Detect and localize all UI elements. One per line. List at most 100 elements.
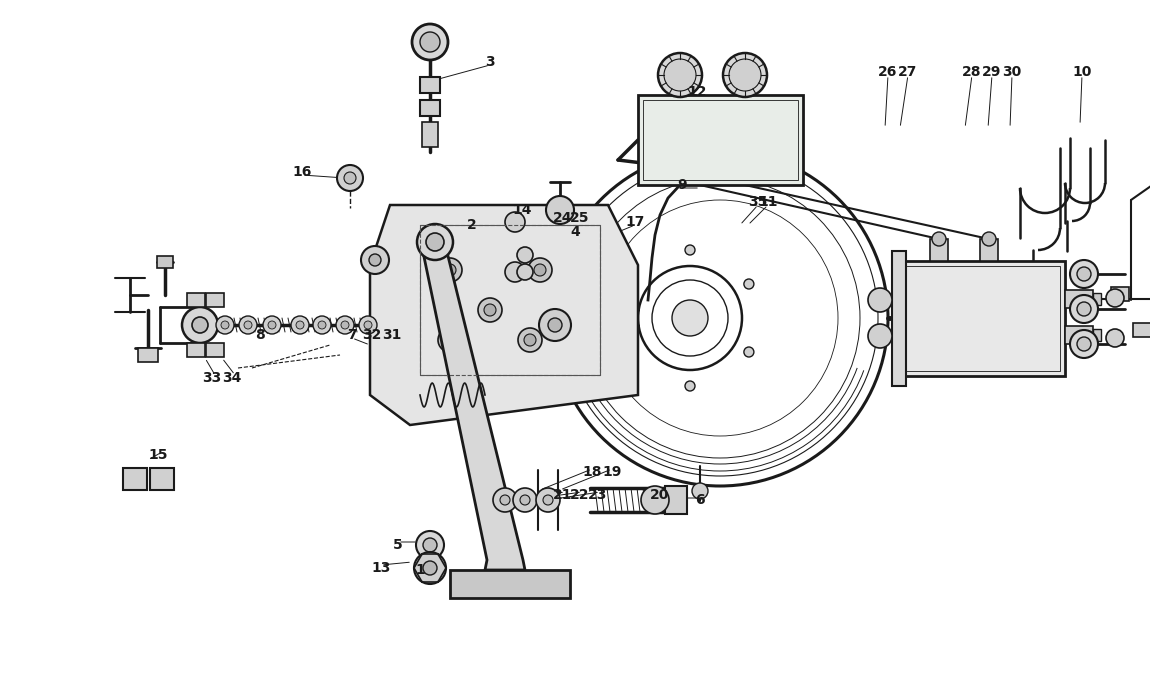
Circle shape [239,316,256,334]
Circle shape [1070,260,1098,288]
Circle shape [546,196,574,224]
Circle shape [313,316,331,334]
Circle shape [672,300,708,336]
Bar [150,468,174,490]
Bar [1111,287,1129,301]
Circle shape [528,258,552,282]
Circle shape [412,24,448,60]
Text: 23: 23 [589,488,607,502]
Text: 2: 2 [467,218,477,232]
Bar [900,261,1065,376]
Text: 6: 6 [696,493,705,507]
Circle shape [337,165,363,191]
Bar [420,100,440,116]
Circle shape [1078,337,1091,351]
Circle shape [319,321,325,329]
Bar [665,486,687,514]
Circle shape [1070,330,1098,358]
Text: 27: 27 [898,65,918,79]
Circle shape [416,531,444,559]
Text: 21: 21 [553,488,573,502]
Bar [420,225,600,375]
Bar [708,120,733,150]
Bar [158,256,172,268]
Bar [1065,290,1092,308]
Circle shape [344,172,356,184]
Circle shape [438,258,462,282]
Text: 24: 24 [553,211,573,225]
Circle shape [868,324,892,348]
Bar [905,266,1060,371]
Circle shape [221,321,229,329]
Circle shape [1078,267,1091,281]
Circle shape [361,246,389,274]
Circle shape [692,483,708,499]
Circle shape [685,381,695,391]
Circle shape [513,488,537,512]
Text: 29: 29 [982,65,1002,79]
Bar [187,293,205,307]
Text: 25: 25 [570,211,590,225]
Circle shape [723,53,767,97]
Circle shape [428,235,442,249]
Circle shape [1106,329,1124,347]
Text: 32: 32 [362,328,382,342]
Bar [930,239,948,261]
Circle shape [444,264,457,276]
Text: 17: 17 [626,215,645,229]
Circle shape [423,561,437,575]
Circle shape [1106,289,1124,307]
Circle shape [685,245,695,255]
Circle shape [369,254,381,266]
Bar [422,122,438,147]
Text: 28: 28 [963,65,982,79]
Circle shape [536,488,560,512]
Polygon shape [370,205,638,425]
Text: 15: 15 [148,448,168,462]
Circle shape [336,316,354,334]
Bar [206,293,224,307]
Circle shape [444,334,457,346]
Text: 4: 4 [570,225,580,239]
Polygon shape [450,570,570,598]
Circle shape [423,538,437,552]
Text: 33: 33 [202,371,222,385]
Circle shape [744,279,754,289]
Bar [1065,326,1092,344]
Circle shape [268,321,276,329]
Circle shape [520,495,530,505]
Circle shape [664,59,696,91]
Bar [206,343,224,357]
Bar [420,225,600,375]
Bar [1092,293,1101,305]
Circle shape [534,264,546,276]
Text: 22: 22 [570,488,590,502]
Text: 19: 19 [603,465,622,479]
Circle shape [244,321,252,329]
Circle shape [500,495,509,505]
Circle shape [543,495,553,505]
Circle shape [744,347,754,357]
Circle shape [505,212,526,232]
Circle shape [342,321,348,329]
Text: 9: 9 [677,178,687,192]
Circle shape [414,552,446,584]
Text: 14: 14 [512,203,531,217]
Circle shape [505,262,526,282]
Circle shape [291,316,309,334]
Text: 20: 20 [650,488,669,502]
Circle shape [417,224,453,260]
Text: 16: 16 [292,165,312,179]
Bar [123,468,147,490]
Circle shape [420,32,440,52]
Circle shape [518,328,542,352]
Text: 31: 31 [382,328,401,342]
Circle shape [192,317,208,333]
Bar [638,95,803,185]
Circle shape [182,307,218,343]
Circle shape [626,279,636,289]
Circle shape [641,486,669,514]
Bar [643,100,798,180]
Bar [892,251,906,386]
Text: 18: 18 [582,465,601,479]
